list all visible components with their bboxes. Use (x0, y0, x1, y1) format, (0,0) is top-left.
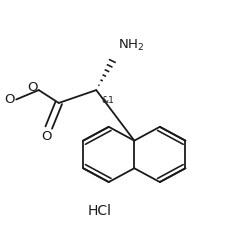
Text: &1: &1 (102, 96, 115, 105)
Text: HCl: HCl (88, 204, 112, 218)
Text: O: O (27, 81, 38, 94)
Text: O: O (41, 130, 51, 143)
Text: O: O (4, 93, 15, 106)
Text: NH$_2$: NH$_2$ (118, 37, 144, 53)
